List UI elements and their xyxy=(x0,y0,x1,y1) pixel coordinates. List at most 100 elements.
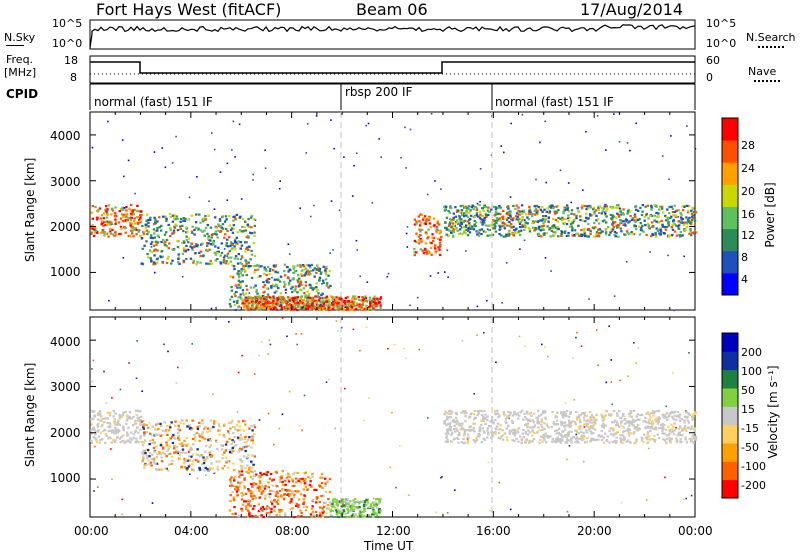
velocity-cell xyxy=(673,433,676,436)
power-cell xyxy=(135,210,139,213)
power-cell xyxy=(465,228,468,231)
power-cell xyxy=(486,209,490,212)
velocity-cell xyxy=(150,457,154,460)
xlabel: Time UT xyxy=(364,539,414,553)
velocity-cell xyxy=(292,473,295,476)
power-cell xyxy=(557,208,560,212)
power-cell xyxy=(109,230,112,233)
power-cell xyxy=(124,231,127,234)
velocity-cell xyxy=(218,433,221,436)
velocity-cell xyxy=(318,500,321,504)
velocity-cell xyxy=(183,458,186,461)
power-cell xyxy=(295,309,299,312)
power-cell xyxy=(662,211,665,214)
power-cell xyxy=(670,226,673,229)
power-cell xyxy=(133,222,137,225)
velocity-cell xyxy=(118,417,121,420)
power-cell xyxy=(462,231,466,234)
power-cell xyxy=(350,302,353,305)
power-cell xyxy=(615,204,619,207)
power-cell xyxy=(429,241,432,244)
power-cell xyxy=(303,292,306,295)
power-noise-cell xyxy=(509,196,512,198)
power-cell xyxy=(256,292,259,295)
velocity-cell xyxy=(453,437,456,440)
velocity-cell xyxy=(374,502,378,505)
velocity-cell xyxy=(527,429,530,432)
velocity-cell xyxy=(278,489,282,493)
velocity-cell xyxy=(627,432,631,435)
velocity-cell xyxy=(148,455,151,458)
velocity-cell xyxy=(291,480,295,483)
velocity-cell xyxy=(671,415,674,418)
power-cell xyxy=(174,223,177,226)
power-cell xyxy=(450,229,453,232)
power-noise-cell xyxy=(598,212,600,214)
power-cell xyxy=(521,225,524,228)
power-cell xyxy=(132,228,136,231)
velocity-cell xyxy=(191,463,194,466)
velocity-cell xyxy=(657,409,661,412)
velocity-colorbar-segment xyxy=(722,406,738,426)
power-cell xyxy=(195,245,199,248)
velocity-noise-cell xyxy=(344,387,346,390)
velocity-cell xyxy=(309,513,313,516)
velocity-cell xyxy=(134,430,137,434)
power-cell xyxy=(438,245,442,248)
power-cell xyxy=(125,214,128,217)
power-cell xyxy=(413,239,417,242)
velocity-cell xyxy=(109,424,112,427)
power-cell xyxy=(594,226,597,229)
velocity-cell xyxy=(265,473,268,476)
power-cell xyxy=(477,231,481,235)
power-cell xyxy=(507,234,510,237)
velocity-cell xyxy=(626,420,629,423)
power-cell xyxy=(532,221,535,224)
power-cell xyxy=(166,257,169,260)
freq-unit-label: [MHz] xyxy=(4,66,37,79)
power-cell xyxy=(346,308,349,311)
velocity-cell xyxy=(152,461,156,464)
power-noise-cell xyxy=(278,187,281,190)
power-cell xyxy=(612,215,615,218)
velocity-cell xyxy=(620,438,623,441)
power-cell xyxy=(686,211,690,214)
power-cell xyxy=(355,302,359,305)
velocity-cell xyxy=(444,440,448,443)
velocity-cell xyxy=(574,441,577,444)
velocity-cell xyxy=(587,419,590,422)
power-cell xyxy=(114,231,117,234)
velocity-cell xyxy=(105,434,108,437)
velocity-cell xyxy=(583,441,587,444)
velocity-cell xyxy=(247,454,250,457)
power-cell xyxy=(156,229,159,232)
power-cell xyxy=(127,217,130,220)
velocity-noise-cell xyxy=(341,503,344,506)
velocity-cell xyxy=(126,439,129,443)
power-cell xyxy=(267,277,271,280)
velocity-cell xyxy=(113,440,117,444)
power-noise-cell xyxy=(333,147,335,150)
power-cell xyxy=(642,230,645,233)
velocity-cell xyxy=(143,463,146,466)
velocity-cell xyxy=(609,433,613,436)
power-cell xyxy=(131,209,135,212)
power-cell xyxy=(688,232,691,235)
power-cell xyxy=(585,205,589,208)
power-cell xyxy=(638,233,642,236)
velocity-noise-cell xyxy=(121,435,124,437)
velocity-cell xyxy=(191,460,194,463)
power-cell xyxy=(216,257,219,261)
velocity-cell xyxy=(331,509,334,513)
velocity-colorbar-segment xyxy=(722,388,738,407)
power-cell xyxy=(321,292,324,295)
power-cell xyxy=(312,269,315,272)
velocity-cell xyxy=(286,472,290,475)
velocity-cell xyxy=(251,439,254,442)
power-cell xyxy=(541,205,544,208)
velocity-cell xyxy=(319,512,322,515)
power-cell xyxy=(593,212,596,215)
velocity-cell xyxy=(600,429,603,433)
velocity-cell xyxy=(579,428,582,431)
power-cell xyxy=(294,308,297,311)
